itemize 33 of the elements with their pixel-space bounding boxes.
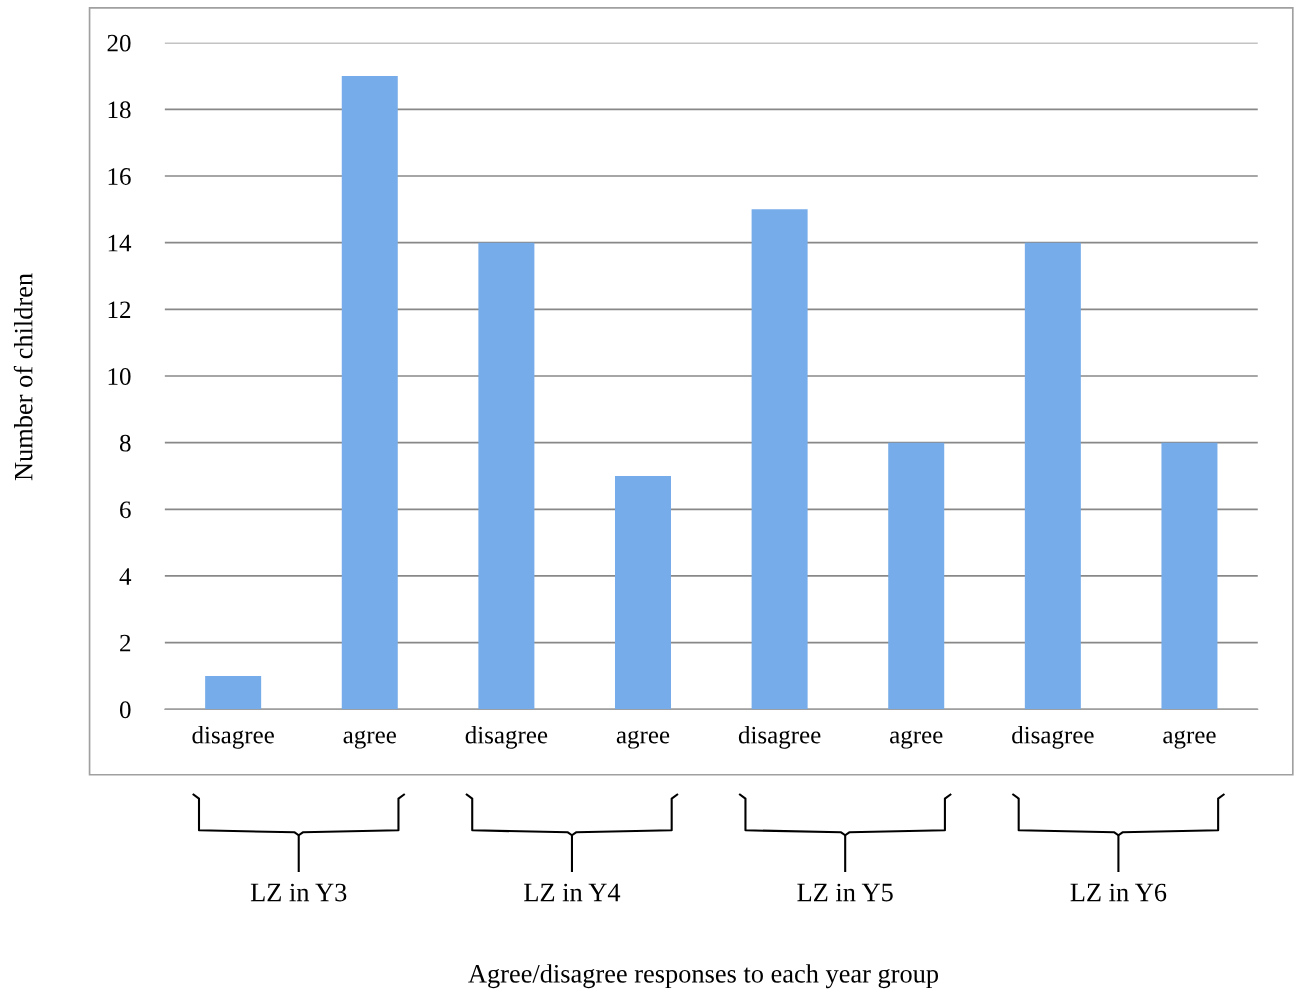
text: LZ in Y4 [524, 883, 621, 902]
y-tick-label: 16 [108, 168, 131, 185]
y-tick-label: 4 [119, 568, 132, 585]
x-tick-label: disagree [465, 725, 548, 749]
bar [751, 209, 808, 710]
x-tick-label: agree [343, 730, 396, 749]
bar [341, 75, 398, 710]
bar [614, 475, 671, 710]
y-tick-label: 2 [120, 634, 131, 652]
x-tick-label: agree [890, 730, 943, 749]
x-tick-label: agree [616, 730, 670, 749]
text: LZ in Y5 [797, 883, 893, 902]
x-tick-label: disagree [192, 725, 274, 749]
bar [1024, 242, 1081, 710]
text: Agree/disagree responses to each year group [468, 964, 939, 989]
text: LZ in Y3 [250, 883, 347, 902]
y-tick-label: 6 [120, 501, 131, 519]
y-tick-label: 18 [108, 101, 131, 119]
bar [888, 442, 945, 710]
x-tick-label: agree [1163, 730, 1216, 749]
text: LZ in Y6 [1070, 883, 1167, 902]
bar [205, 675, 262, 710]
y-tick-label: 0 [119, 701, 131, 719]
y-tick-label: 8 [119, 434, 131, 452]
bar [1161, 442, 1218, 710]
bar [478, 242, 535, 710]
y-tick-label: 14 [108, 234, 132, 252]
y-axis-title: Number of children [13, 273, 33, 481]
x-tick-label: disagree [1012, 725, 1094, 749]
y-tick-label: 10 [108, 368, 131, 385]
y-tick-label: 20 [107, 34, 131, 52]
y-tick-label: 12 [108, 301, 131, 318]
x-tick-label: disagree [738, 725, 821, 749]
